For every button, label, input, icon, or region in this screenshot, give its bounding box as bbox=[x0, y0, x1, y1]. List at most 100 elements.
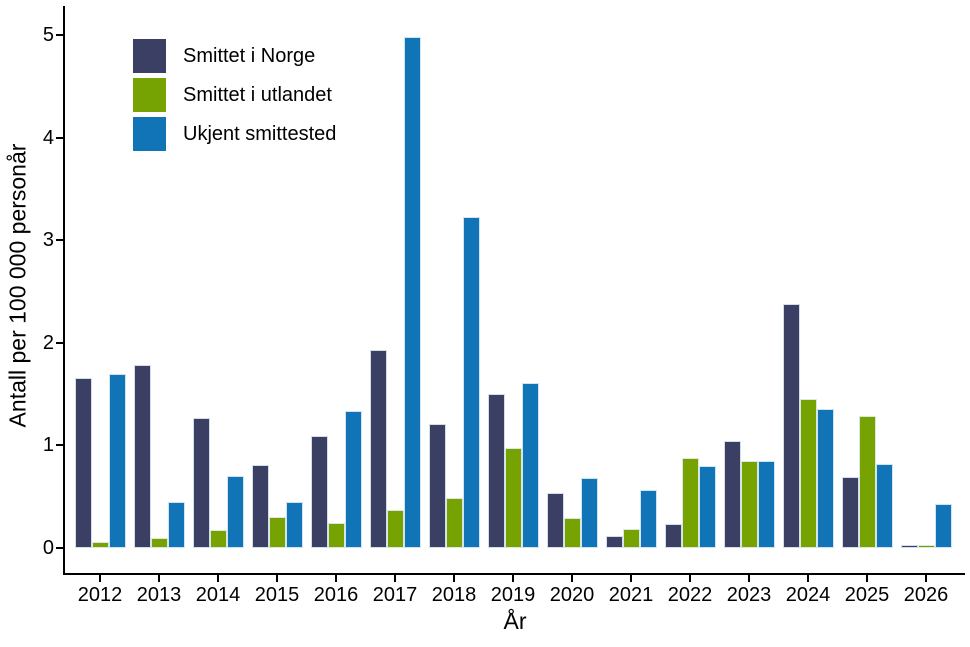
y-axis-tick bbox=[56, 547, 63, 549]
bar-smittet-i-utlandet bbox=[740, 461, 758, 548]
bar-smittet-i-utlandet bbox=[917, 545, 935, 548]
x-axis-tick bbox=[925, 575, 927, 582]
x-tick-label: 2020 bbox=[549, 584, 595, 606]
bar-ukjent-smittested bbox=[698, 466, 716, 548]
x-tick-label: 2021 bbox=[608, 584, 654, 606]
x-tick-label: 2014 bbox=[195, 584, 241, 606]
y-axis-tick bbox=[56, 341, 63, 344]
x-tick-label: 2016 bbox=[313, 584, 359, 606]
legend-item: Smittet i Norge bbox=[133, 39, 336, 73]
y-tick-label: 0 bbox=[42, 537, 54, 559]
legend-label: Ukjent smittested bbox=[183, 122, 337, 145]
bar-smittet-i-norge bbox=[369, 350, 387, 548]
bar-ukjent-smittested bbox=[639, 490, 657, 548]
legend-label: Smittet i utlandet bbox=[183, 83, 332, 106]
bar-smittet-i-utlandet bbox=[445, 498, 463, 548]
bar-ukjent-smittested bbox=[285, 502, 303, 548]
bar-smittet-i-utlandet bbox=[91, 542, 109, 548]
bar-smittet-i-utlandet bbox=[327, 523, 345, 548]
bar-ukjent-smittested bbox=[934, 504, 952, 548]
x-tick-label: 2018 bbox=[431, 584, 477, 606]
y-tick-label: 2 bbox=[42, 331, 54, 354]
bar-smittet-i-norge bbox=[723, 441, 741, 548]
x-tick-label: 2019 bbox=[490, 584, 536, 606]
x-axis-line bbox=[63, 573, 965, 575]
x-tick-label: 2015 bbox=[254, 584, 300, 606]
bar-smittet-i-utlandet bbox=[386, 510, 404, 548]
x-tick-label: 2012 bbox=[77, 584, 123, 606]
legend-item: Ukjent smittested bbox=[133, 117, 336, 151]
bar-smittet-i-norge bbox=[251, 465, 269, 548]
x-axis-tick bbox=[512, 575, 514, 582]
bar-smittet-i-norge bbox=[310, 436, 328, 548]
bar-ukjent-smittested bbox=[462, 217, 480, 548]
bar-smittet-i-norge bbox=[487, 394, 505, 548]
y-axis-line bbox=[63, 6, 65, 575]
x-axis-tick bbox=[99, 575, 101, 582]
bar-ukjent-smittested bbox=[816, 409, 834, 548]
x-axis-tick bbox=[217, 575, 219, 582]
x-tick-label: 2025 bbox=[844, 584, 890, 606]
y-axis-tick bbox=[56, 444, 63, 447]
bar-smittet-i-norge bbox=[546, 493, 564, 548]
bar-smittet-i-norge bbox=[428, 424, 446, 548]
x-axis-tick bbox=[453, 575, 455, 582]
bar-smittet-i-utlandet bbox=[858, 416, 876, 548]
bar-smittet-i-utlandet bbox=[209, 530, 227, 548]
x-tick-label: 2024 bbox=[785, 584, 831, 606]
y-tick-label: 1 bbox=[42, 434, 54, 457]
x-axis-tick bbox=[394, 575, 396, 582]
bar-smittet-i-utlandet bbox=[150, 538, 168, 548]
x-axis-tick bbox=[866, 575, 868, 582]
x-axis-title: År bbox=[503, 608, 527, 634]
y-axis-tick bbox=[56, 239, 63, 242]
bar-smittet-i-norge bbox=[74, 378, 92, 548]
bar-smittet-i-norge bbox=[664, 524, 682, 548]
x-axis-tick bbox=[335, 575, 337, 582]
legend: Smittet i Norge Smittet i utlandet Ukjent … bbox=[133, 39, 336, 156]
bar-smittet-i-norge bbox=[192, 418, 210, 548]
legend-item: Smittet i utlandet bbox=[133, 78, 336, 112]
legend-swatch bbox=[133, 39, 166, 73]
bar-ukjent-smittested bbox=[521, 383, 539, 548]
y-tick-label: 4 bbox=[42, 126, 54, 149]
bar-ukjent-smittested bbox=[403, 37, 421, 548]
x-axis-tick bbox=[276, 575, 278, 582]
y-axis-tick bbox=[56, 34, 63, 36]
bar-smittet-i-utlandet bbox=[504, 448, 522, 548]
bar-ukjent-smittested bbox=[580, 478, 598, 548]
x-axis-tick bbox=[748, 575, 750, 582]
legend-label: Smittet i Norge bbox=[183, 44, 316, 67]
x-axis-tick bbox=[807, 575, 809, 582]
bar-ukjent-smittested bbox=[757, 461, 775, 548]
bar-ukjent-smittested bbox=[108, 374, 126, 548]
legend-swatch bbox=[133, 117, 166, 151]
bar-smittet-i-utlandet bbox=[681, 458, 699, 548]
x-tick-label: 2022 bbox=[667, 584, 713, 606]
bar-ukjent-smittested bbox=[226, 476, 244, 548]
bar-smittet-i-norge bbox=[605, 536, 623, 548]
bar-smittet-i-utlandet bbox=[268, 517, 286, 548]
y-axis-tick bbox=[56, 136, 63, 139]
bar-smittet-i-utlandet bbox=[622, 529, 640, 548]
x-tick-label: 2017 bbox=[372, 584, 418, 606]
bar-ukjent-smittested bbox=[875, 464, 893, 548]
x-tick-label: 2026 bbox=[903, 584, 949, 606]
bar-smittet-i-norge bbox=[782, 304, 800, 548]
y-tick-label: 5 bbox=[42, 24, 54, 46]
x-axis-tick bbox=[630, 575, 632, 582]
y-axis-title: Antall per 100 000 personår bbox=[4, 143, 31, 428]
x-tick-label: 2023 bbox=[726, 584, 772, 606]
legend-swatch bbox=[133, 78, 166, 112]
bar-ukjent-smittested bbox=[167, 502, 185, 548]
bar-smittet-i-norge bbox=[133, 365, 151, 548]
x-axis-tick bbox=[689, 575, 691, 582]
x-axis-tick bbox=[158, 575, 160, 582]
bar-smittet-i-utlandet bbox=[563, 518, 581, 548]
x-tick-label: 2013 bbox=[136, 584, 182, 606]
bar-smittet-i-norge bbox=[841, 477, 859, 548]
x-axis-tick bbox=[571, 575, 573, 582]
bar-ukjent-smittested bbox=[344, 411, 362, 548]
bar-smittet-i-norge bbox=[900, 545, 918, 548]
